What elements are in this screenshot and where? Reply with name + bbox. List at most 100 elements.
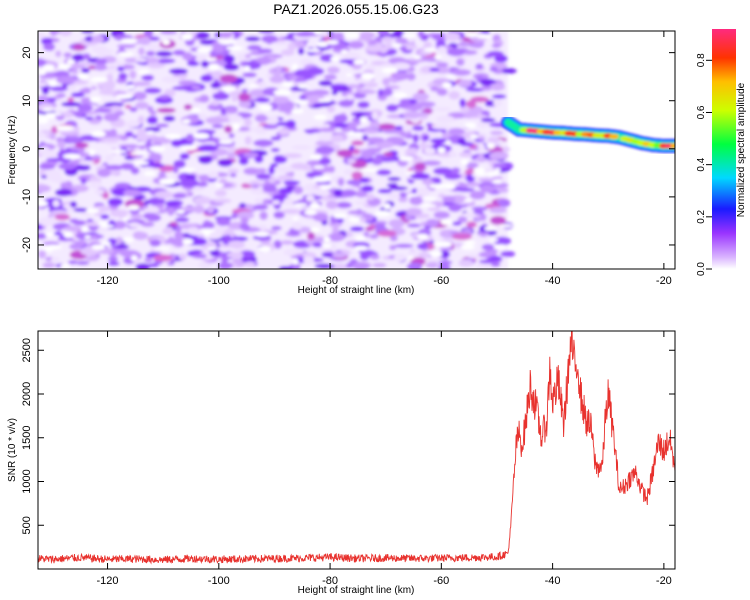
noise-blob [431, 124, 452, 130]
noise-blob [430, 86, 439, 92]
noise-blob [438, 260, 453, 265]
noise-blob [462, 111, 479, 118]
noise-blob [478, 135, 485, 141]
noise-blob [491, 262, 501, 267]
noise-blob [107, 197, 124, 207]
noise-blob [102, 191, 109, 200]
noise-blob [489, 66, 499, 72]
noise-blob [243, 152, 259, 158]
noise-gap [38, 200, 49, 207]
noise-blob [56, 93, 66, 98]
noise-blob [430, 138, 449, 144]
noise-blob [438, 263, 451, 269]
noise-blob [303, 256, 315, 264]
noise-blob [330, 135, 344, 143]
noise-blob [192, 253, 207, 259]
noise-blob [74, 110, 83, 118]
noise-blob [275, 166, 295, 174]
spectrogram-y-axis: -20 -10 0 10 20 [21, 47, 675, 253]
noise-blob [392, 31, 405, 38]
noise-blob [283, 197, 294, 206]
noise-blob [351, 64, 362, 70]
snr-y-tick-label: 1000 [21, 469, 33, 493]
snr-x-axis: -120 -100 -80 -60 -40 -20 [97, 331, 672, 587]
noise-gap [179, 167, 196, 173]
noise-blob [217, 159, 233, 167]
noise-blob [346, 179, 363, 186]
noise-blob [487, 136, 500, 145]
noise-blob [278, 266, 294, 269]
noise-blob [451, 69, 472, 76]
noise-blob [282, 153, 302, 159]
noise-blob [254, 197, 264, 205]
noise-blob [254, 155, 264, 164]
ridge-peak [608, 133, 619, 140]
noise-blob [456, 58, 465, 66]
noise-blob [478, 259, 497, 264]
noise-blob [124, 104, 132, 109]
noise-blob [149, 239, 161, 247]
noise-blob [339, 59, 357, 64]
noise-blob [307, 67, 325, 76]
noise-blob [294, 69, 310, 77]
noise-blob [196, 31, 210, 39]
noise-gap [257, 246, 272, 253]
noise-gap [291, 108, 304, 114]
noise-blob [412, 125, 425, 131]
spectrogram-x-tick-label: -40 [545, 275, 561, 287]
noise-blob [236, 260, 244, 267]
noise-blob [244, 261, 256, 268]
noise-blob [357, 83, 366, 88]
noise-blob [460, 212, 477, 218]
noise-blob [179, 153, 190, 160]
noise-blob [496, 187, 509, 193]
noise-blob [172, 85, 192, 91]
noise-blob [102, 82, 115, 91]
noise-gap [90, 76, 108, 83]
noise-blob [446, 48, 466, 57]
spectrogram-noise-field [38, 31, 517, 269]
noise-blob [75, 142, 89, 149]
noise-blob [383, 151, 394, 157]
noise-blob [42, 262, 56, 269]
noise-blob [191, 85, 202, 90]
noise-blob [425, 256, 440, 263]
noise-blob [38, 249, 47, 259]
noise-blob [281, 209, 302, 214]
noise-blob [179, 178, 199, 188]
noise-blob [217, 262, 233, 269]
noise-blob [145, 163, 165, 168]
noise-blob [237, 126, 250, 132]
noise-blob [291, 145, 312, 150]
noise-blob [223, 54, 235, 64]
noise-gap [494, 244, 508, 250]
noise-blob [241, 88, 249, 93]
noise-blob [103, 113, 120, 122]
noise-gap [181, 119, 191, 124]
noise-blob [442, 195, 456, 203]
noise-gap [304, 210, 317, 216]
noise-blob [330, 84, 346, 90]
noise-blob [458, 216, 466, 222]
noise-blob [447, 127, 465, 136]
noise-blob [240, 217, 249, 224]
noise-gap [319, 185, 333, 190]
spectrogram-y-tick-label: 0 [21, 146, 33, 152]
noise-blob [452, 242, 464, 249]
noise-blob [371, 157, 383, 166]
noise-blob [351, 140, 364, 146]
noise-gap [309, 202, 320, 209]
noise-gap [293, 203, 308, 207]
noise-blob [98, 247, 114, 255]
noise-gap [254, 231, 270, 237]
snr-panel: -120 -100 -80 -60 -40 -20 500 1000 1500 2000 2500… [7, 330, 676, 596]
noise-blob [49, 86, 68, 92]
noise-blob [107, 256, 119, 262]
noise-blob [55, 137, 65, 143]
noise-blob [236, 211, 255, 220]
noise-blob [363, 231, 370, 238]
noise-blob [321, 252, 336, 258]
noise-blob [377, 31, 389, 36]
noise-blob [135, 263, 151, 269]
noise-blob [143, 31, 154, 37]
